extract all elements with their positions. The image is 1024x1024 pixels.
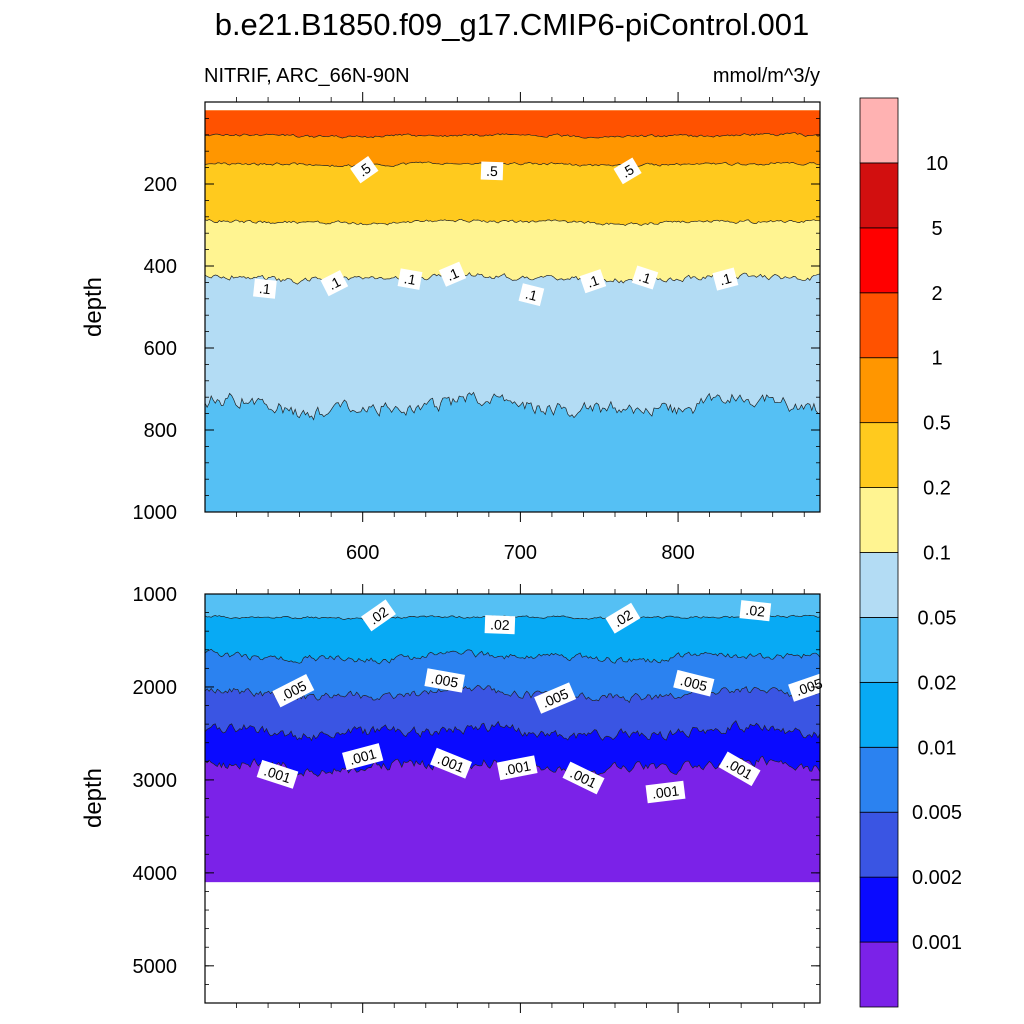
upper-contour-line-0 [205,132,820,139]
contour-label-text: .005 [679,672,710,694]
upper-band-0 [205,110,820,139]
contour-label: .1 [631,265,659,290]
colorbar: 0.001 0.002 0.005 0.01 0.02 0.05 0.1 0.2 0.5 1 2 5 1… [859,97,962,1008]
upper-ytick-label: 1000 [133,502,178,524]
lower-plot-frame [204,593,821,1004]
xtick-label: 600 [346,542,379,564]
upper-ytick-label: 600 [144,338,177,360]
contour-label: .001 [645,780,686,804]
upper-ylabel: depth [80,277,107,337]
contour-label: .005 [673,669,715,697]
colorbar-swatch [859,162,899,229]
colorbar-swatch [859,617,899,683]
contour-label: .02 [484,615,516,635]
chart-title: b.e21.B1850.f09_g17.CMIP6-piControl.001 [215,7,810,42]
lower-band-0 [205,594,820,620]
upper-contour-line-1 [205,161,820,168]
colorbar-swatch [859,746,899,813]
lower-ytick-label: 5000 [133,956,178,978]
lower-ytick-label: 1000 [133,584,178,606]
contour-label-text: .001 [502,757,532,778]
upper-ytick-label: 200 [144,174,177,196]
contour-label-text: .1 [258,280,271,297]
colorbar-level-label: 10 [926,153,948,175]
colorbar-level-label: 0.05 [918,607,957,629]
contour-label: .02 [605,602,641,634]
contour-label: .1 [320,270,349,297]
lower-ytick-label: 3000 [133,770,178,792]
colorbar-level-label: 0.2 [923,478,951,500]
contour-label-text: .5 [486,163,498,179]
units-label: mmol/m^3/y [713,65,820,87]
contour-label: .1 [712,267,739,291]
colorbar-level-label: 0.002 [912,867,962,889]
colorbar-swatch [859,681,899,748]
lower-contour-line-2 [205,684,820,704]
colorbar-swatch [859,941,899,1008]
contour-label-text: .001 [651,782,680,801]
lower-panel: .02.02.02.02.005.005.005.005.005.001.001… [80,584,830,1013]
upper-contour-line-4 [205,391,820,421]
contour-label-text: .02 [490,616,510,633]
colorbar-level-label: 0.02 [918,672,957,694]
variable-label: NITRIF, ARC_66N-90N [204,65,410,87]
contour-label-text: .005 [430,670,460,691]
lower-contour-line-1 [205,648,820,665]
lower-contour-line-3 [205,720,820,742]
xtick-label: 800 [661,542,694,564]
upper-plot-frame [204,101,821,513]
colorbar-level-label: 0.5 [923,413,951,435]
colorbar-swatch [859,292,899,359]
upper-top-gap [205,102,820,111]
colorbar-swatch [859,487,899,553]
contour-label-text: .1 [718,270,734,289]
contour-label-text: .1 [403,270,417,288]
colorbar-level-label: 2 [931,283,942,305]
contour-label: .1 [438,261,467,287]
contour-label: .001 [496,755,538,781]
colorbar-level-label: 0.005 [912,802,962,824]
contour-label: .001 [342,743,384,771]
contour-label: .5 [613,157,642,185]
contour-label-text: .1 [637,268,653,287]
colorbar-swatch [859,227,899,294]
contour-label: .5 [350,156,379,184]
contour-label: .1 [397,268,423,290]
contour-label-text: .001 [347,745,378,768]
contour-label: .5 [480,161,504,181]
contour-label-text: .1 [585,272,601,291]
colorbar-swatch [859,97,899,164]
colorbar-level-label: 0.001 [912,932,962,954]
contour-label-text: .02 [745,602,766,620]
contour-label: .1 [518,283,545,307]
contour-label-text: .1 [524,286,539,304]
contour-label: .001 [256,759,299,789]
upper-panel: .5 .5 .5 .1 .1 .1 .1 .1 .1 .1 .1 200 400 600 800 1000 6… [80,92,821,564]
lower-ylabel: depth [80,768,107,828]
upper-contour-line-2 [205,218,820,226]
colorbar-level-label: 0.01 [918,737,957,759]
colorbar-swatch [859,876,899,943]
colorbar-level-label: 0.1 [923,543,951,565]
colorbar-level-label: 1 [931,348,942,370]
lower-ytick-label: 4000 [133,863,178,885]
contour-label: .02 [739,600,772,622]
colorbar-level-label: 5 [931,218,942,240]
colorbar-swatch [859,552,899,618]
contour-label: .005 [424,668,465,693]
lower-ytick-label: 2000 [133,677,178,699]
upper-ytick-label: 400 [144,256,177,278]
contour-label: .1 [579,269,607,294]
colorbar-swatch [859,357,899,424]
xtick-label: 700 [504,542,537,564]
upper-ytick-label: 800 [144,420,177,442]
colorbar-swatch [859,422,899,488]
colorbar-swatch [859,811,899,878]
contour-label: .1 [253,278,277,299]
